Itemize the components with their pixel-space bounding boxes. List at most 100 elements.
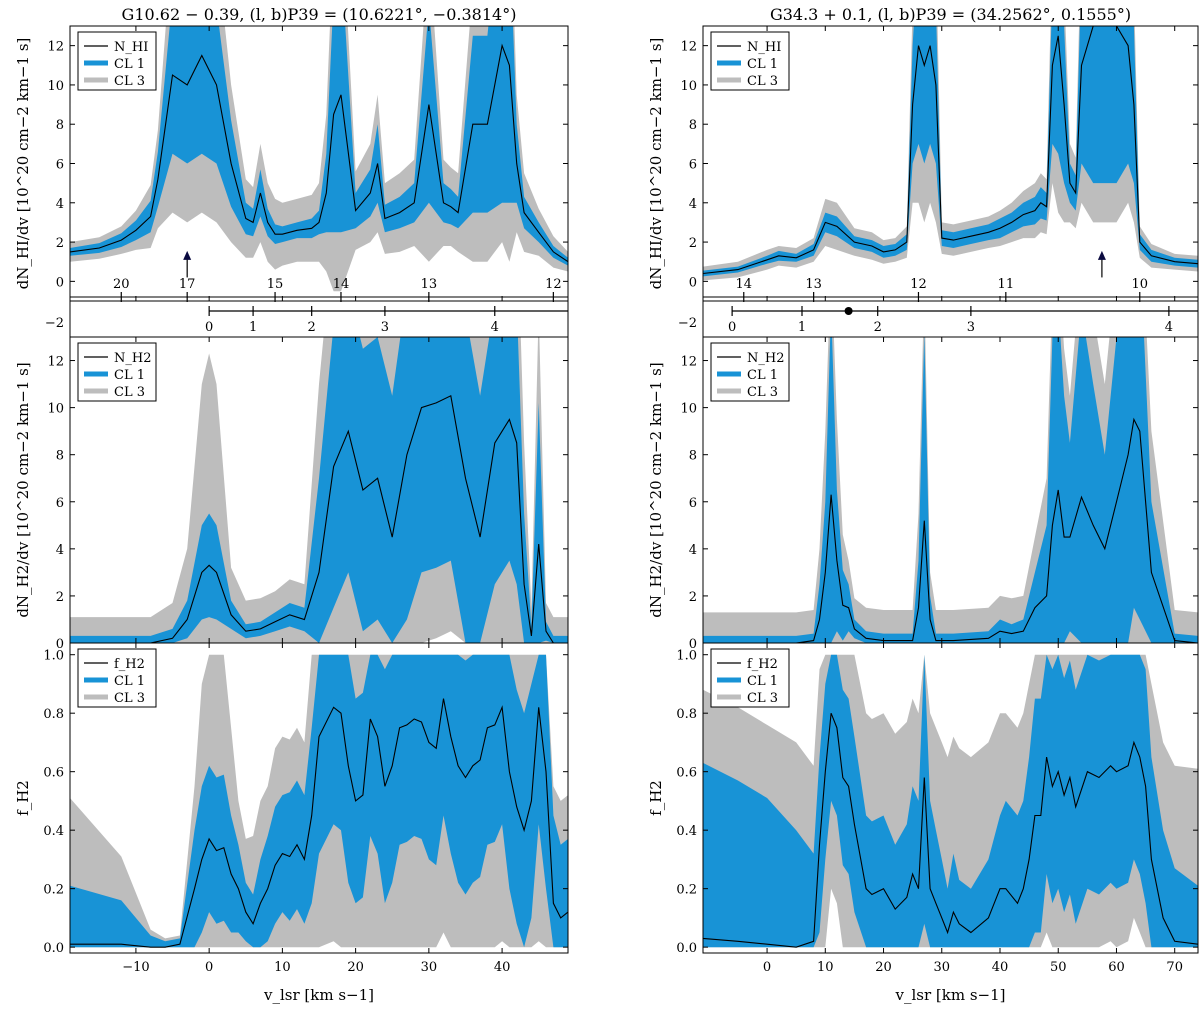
legend-label: CL 1 (114, 368, 145, 383)
plot-area (703, 26, 1198, 281)
distance-bottom-label: 2 (308, 320, 316, 335)
legend-label: N_HI (747, 40, 781, 55)
y-axis-label: dN_H2/dv [10^20 cm−2 km−1 s] (647, 362, 665, 617)
y-tick-label: 0.0 (43, 941, 64, 956)
y-axis-label: f_H2 (14, 780, 32, 816)
y-tick-label: 0 (689, 275, 697, 290)
distance-top-label: 11 (998, 277, 1015, 292)
series-line (703, 26, 1198, 275)
legend: N_H2 CL 1 CL 3 (710, 342, 790, 402)
y-tick-label: 8 (689, 118, 697, 133)
distance-axis: 14 13 12 11 100 1 2 3 4−2 (678, 277, 1199, 338)
y-tick-label: 8 (56, 118, 64, 133)
y-tick-label: 0.0 (676, 941, 697, 956)
x-tick-label: 10 (817, 960, 834, 975)
plot-area (70, 337, 568, 643)
distance-top-label: 17 (179, 277, 196, 292)
y-axis-label: dN_HI/dv [10^20 cm−2 km−1 s] (14, 38, 32, 290)
panel-title: G10.62 − 0.39, (l, b)P39 = (10.6221°, −0… (122, 5, 517, 24)
legend-label: CL 3 (114, 691, 145, 706)
series-line (70, 698, 568, 948)
distance-bottom-label: 0 (728, 320, 736, 335)
y-tick-label: 12 (47, 355, 64, 370)
y-tick-label: 0 (56, 275, 64, 290)
x-tick-label: −10 (122, 960, 149, 975)
distance-top-label: 13 (421, 277, 438, 292)
distance-left-label: −2 (45, 316, 64, 331)
y-tick-label: 10 (47, 402, 64, 417)
y-tick-label: 0.6 (676, 766, 697, 781)
plot-area (70, 654, 568, 948)
distance-axis: 20 17 15 14 13 120 1 2 3 4−2 (45, 277, 569, 338)
cl1-band (703, 26, 1198, 277)
distance-bottom-label: 4 (1165, 320, 1173, 335)
y-tick-label: 0.4 (676, 824, 697, 839)
y-tick-label: 10 (47, 79, 64, 94)
legend-label: CL 3 (114, 74, 145, 89)
y-tick-label: 4 (689, 543, 697, 558)
plot-area (703, 337, 1198, 643)
x-tick-label: 30 (933, 960, 950, 975)
legend-label: CL 1 (114, 57, 145, 72)
panel-g10-62: G10.62 − 0.39, (l, b)P39 = (10.6221°, −0… (14, 5, 569, 1004)
legend-label: CL 1 (747, 57, 778, 72)
series-line (703, 712, 1198, 948)
series-line (70, 394, 568, 643)
distance-strip (702, 300, 1199, 338)
arrow-head (183, 250, 192, 260)
y-tick-label: 0 (689, 637, 697, 652)
y-tick-label: 4 (56, 543, 64, 558)
plot-area (70, 26, 568, 292)
y-tick-label: 1.0 (676, 649, 697, 664)
y-tick-label: 0.6 (43, 766, 64, 781)
x-tick-label: 70 (1166, 960, 1183, 975)
subplot-h2-fraction: 0.00.20.40.60.81.00 10 20 30 40 50 60 70f_H2f_H… (647, 642, 1199, 975)
legend-label: CL 3 (114, 385, 145, 400)
legend-label: CL 3 (747, 385, 778, 400)
distance-top-label: 12 (910, 277, 927, 292)
distance-bottom-label: 0 (205, 320, 213, 335)
y-axis-label: dN_HI/dv [10^20 cm−2 km−1 s] (647, 38, 665, 290)
distance-top-label: 14 (333, 277, 350, 292)
distance-top-label: 13 (805, 277, 822, 292)
legend-label: N_HI (114, 40, 148, 55)
subplot-h2-column-density: 0 2 4 6 8 10 12 dN_H2/dv [10^20 cm−2 km−1 s] N_H… (647, 336, 1199, 652)
legend-label: CL 1 (747, 368, 778, 383)
x-axis-label: v_lsr [km s−1] (263, 986, 374, 1004)
y-tick-label: 6 (56, 496, 64, 511)
y-tick-label: 0.2 (676, 883, 697, 898)
legend-label: CL 1 (747, 674, 778, 689)
distance-left-label: −2 (678, 316, 697, 331)
distance-bottom-label: 4 (491, 320, 499, 335)
legend: f_H2 CL 1 CL 3 (710, 648, 790, 708)
y-tick-label: 8 (56, 449, 64, 464)
y-tick-label: 2 (56, 236, 64, 251)
cl1-band (703, 654, 1198, 948)
legend-label: f_H2 (114, 657, 145, 672)
y-tick-label: 1.0 (43, 649, 64, 664)
y-tick-label: 12 (680, 355, 697, 370)
series-line (703, 417, 1198, 643)
legend-label: f_H2 (747, 657, 778, 672)
x-tick-label: 0 (763, 960, 771, 975)
x-tick-label: 60 (1108, 960, 1125, 975)
distance-top-label: 14 (735, 277, 752, 292)
series-line (70, 43, 568, 263)
y-tick-label: 10 (680, 79, 697, 94)
y-tick-label: 2 (689, 236, 697, 251)
y-tick-label: 12 (47, 40, 64, 55)
legend-label: CL 3 (747, 74, 778, 89)
distance-bottom-label: 2 (874, 320, 882, 335)
subplot-h2-column-density: 0 2 4 6 8 10 12 dN_H2/dv [10^20 cm−2 km−1 s] N_H… (14, 336, 569, 652)
y-tick-label: 10 (680, 402, 697, 417)
y-tick-label: 0 (56, 637, 64, 652)
x-tick-label: 50 (1050, 960, 1067, 975)
distance-bottom-label: 1 (798, 320, 806, 335)
x-tick-label: 20 (875, 960, 892, 975)
y-tick-label: 6 (56, 158, 64, 173)
y-tick-label: 6 (689, 158, 697, 173)
x-tick-label: 40 (494, 960, 511, 975)
legend-label: N_H2 (114, 351, 151, 366)
